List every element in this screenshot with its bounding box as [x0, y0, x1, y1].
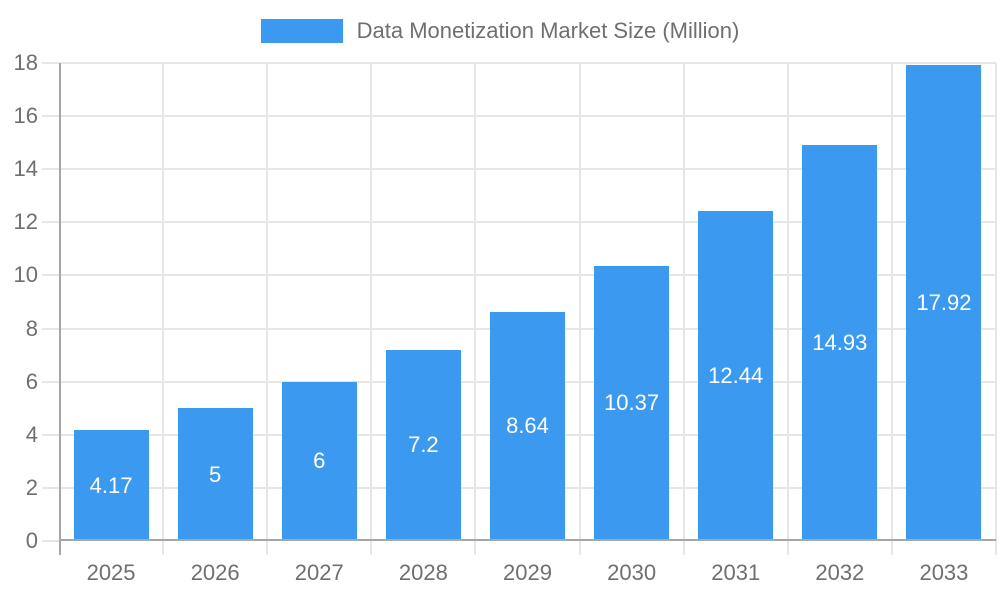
bar-value-label: 8.64 — [506, 413, 549, 439]
bar: 8.64 — [490, 311, 565, 541]
bar: 6 — [281, 381, 357, 541]
gridline-vertical — [266, 63, 269, 541]
legend[interactable]: Data Monetization Market Size (Million) — [0, 18, 1000, 44]
plot-area: 0 2 4 6 8 10 12 14 16 18 4.17 2025 5 2026 6 2027 7.2 2028… — [14, 50, 997, 585]
y-axis-tick — [42, 221, 59, 224]
bar-value-label: 14.93 — [812, 329, 868, 355]
y-axis-tick — [42, 327, 59, 330]
y-tick-label: 10 — [13, 262, 38, 288]
bar: 5 — [177, 408, 253, 541]
y-tick-label: 18 — [13, 50, 38, 75]
bar-value-label: 7.2 — [408, 432, 439, 458]
bar-value-label: 12.44 — [708, 362, 764, 388]
y-axis-tick — [42, 62, 59, 64]
gridline-horizontal — [59, 62, 996, 64]
x-axis-tick — [890, 541, 893, 555]
y-axis-tick — [42, 274, 59, 277]
x-tick-label: 2028 — [398, 560, 448, 585]
bar-value-label: 6 — [313, 448, 326, 474]
y-tick-label: 6 — [25, 368, 38, 394]
y-axis-tick — [42, 115, 59, 118]
y-tick-label: 0 — [25, 528, 38, 553]
x-tick-label: 2026 — [190, 560, 240, 585]
gridline-vertical — [578, 63, 581, 541]
bar: 14.93 — [802, 144, 878, 541]
x-tick-label: 2031 — [711, 560, 761, 585]
bar-value-label: 17.92 — [916, 290, 972, 316]
gridline-vertical — [995, 63, 997, 541]
x-axis-tick — [162, 541, 165, 555]
gridline-vertical — [890, 63, 893, 541]
bar: 7.2 — [385, 349, 461, 541]
y-tick-label: 14 — [13, 156, 38, 182]
x-axis-tick — [995, 541, 997, 555]
y-tick-label: 2 — [25, 474, 38, 500]
y-axis-tick — [42, 168, 59, 171]
gridline-vertical — [370, 63, 373, 541]
bar: 4.17 — [73, 430, 149, 541]
gridline-vertical — [474, 63, 477, 541]
x-tick-label: 2030 — [607, 560, 657, 585]
y-tick-label: 8 — [25, 315, 38, 341]
gridline-horizontal — [59, 115, 996, 118]
bar-value-label: 10.37 — [604, 390, 660, 416]
bar-value-label: 4.17 — [89, 472, 133, 498]
x-axis-tick — [474, 541, 477, 555]
y-axis-tick — [42, 540, 59, 542]
gridline-vertical — [162, 63, 165, 541]
bar: 10.37 — [594, 265, 670, 541]
y-tick-label: 4 — [25, 421, 38, 447]
y-tick-label: 16 — [13, 103, 38, 129]
y-axis-tick — [42, 486, 59, 489]
y-axis-line — [59, 63, 61, 555]
y-tick-label: 12 — [13, 209, 38, 235]
x-tick-label: 2027 — [294, 560, 344, 585]
x-tick-label: 2033 — [919, 560, 969, 585]
y-axis-tick — [42, 380, 59, 383]
x-axis-tick — [370, 541, 373, 555]
bar: 12.44 — [698, 210, 774, 541]
y-axis-tick — [42, 433, 59, 436]
bar: 17.92 — [906, 65, 982, 541]
x-axis-tick — [682, 541, 685, 555]
x-tick-label: 2029 — [503, 560, 552, 585]
x-tick-label: 2025 — [86, 560, 136, 585]
legend-swatch-icon — [260, 19, 343, 43]
bar-value-label: 5 — [209, 461, 222, 487]
x-tick-label: 2032 — [815, 560, 865, 585]
x-axis-tick — [786, 541, 789, 555]
x-axis-tick — [266, 541, 269, 555]
legend-label: Data Monetization Market Size (Million) — [356, 18, 740, 43]
x-axis-tick — [578, 541, 581, 555]
gridline-vertical — [786, 63, 789, 541]
gridline-vertical — [682, 63, 685, 541]
